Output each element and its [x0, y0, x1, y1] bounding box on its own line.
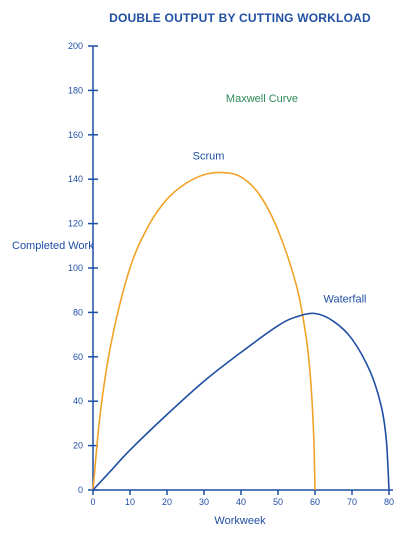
scrum-series-label: Scrum — [193, 151, 225, 163]
waterfall-series-label: Waterfall — [324, 294, 367, 306]
y-axis-label: Completed Work — [12, 240, 94, 252]
y-tick-label: 20 — [73, 441, 83, 451]
x-tick-label: 50 — [273, 497, 283, 507]
waterfall-series-line — [92, 312, 390, 491]
y-tick-label: 0 — [78, 485, 83, 495]
x-tick-label: 40 — [236, 497, 246, 507]
x-tick-label: 80 — [384, 497, 394, 507]
x-tick-label: 30 — [199, 497, 209, 507]
y-tick-label: 140 — [68, 174, 83, 184]
x-tick-label: 60 — [310, 497, 320, 507]
y-tick-label: 40 — [73, 396, 83, 406]
x-tick-label: 20 — [162, 497, 172, 507]
y-tick-label: 200 — [68, 41, 83, 51]
y-tick-label: 100 — [68, 263, 83, 273]
y-tick-label: 60 — [73, 352, 83, 362]
chart-title: DOUBLE OUTPUT BY CUTTING WORKLOAD — [109, 11, 371, 25]
x-tick-label: 70 — [347, 497, 357, 507]
x-tick-label: 10 — [125, 497, 135, 507]
y-tick-label: 180 — [68, 85, 83, 95]
y-tick-label: 80 — [73, 307, 83, 317]
maxwell-curve-annotation: Maxwell Curve — [226, 93, 298, 105]
y-tick-label: 120 — [68, 219, 83, 229]
x-tick-label: 0 — [90, 497, 95, 507]
x-axis-label: Workweek — [214, 515, 266, 527]
y-tick-label: 160 — [68, 130, 83, 140]
axes: 0 20 40 60 80 100 120 140 160 180 200 0 10 20 30 40 50 60… — [68, 41, 394, 507]
scrum-series-line — [92, 171, 316, 491]
series-layer: Scrum Waterfall — [92, 151, 390, 491]
